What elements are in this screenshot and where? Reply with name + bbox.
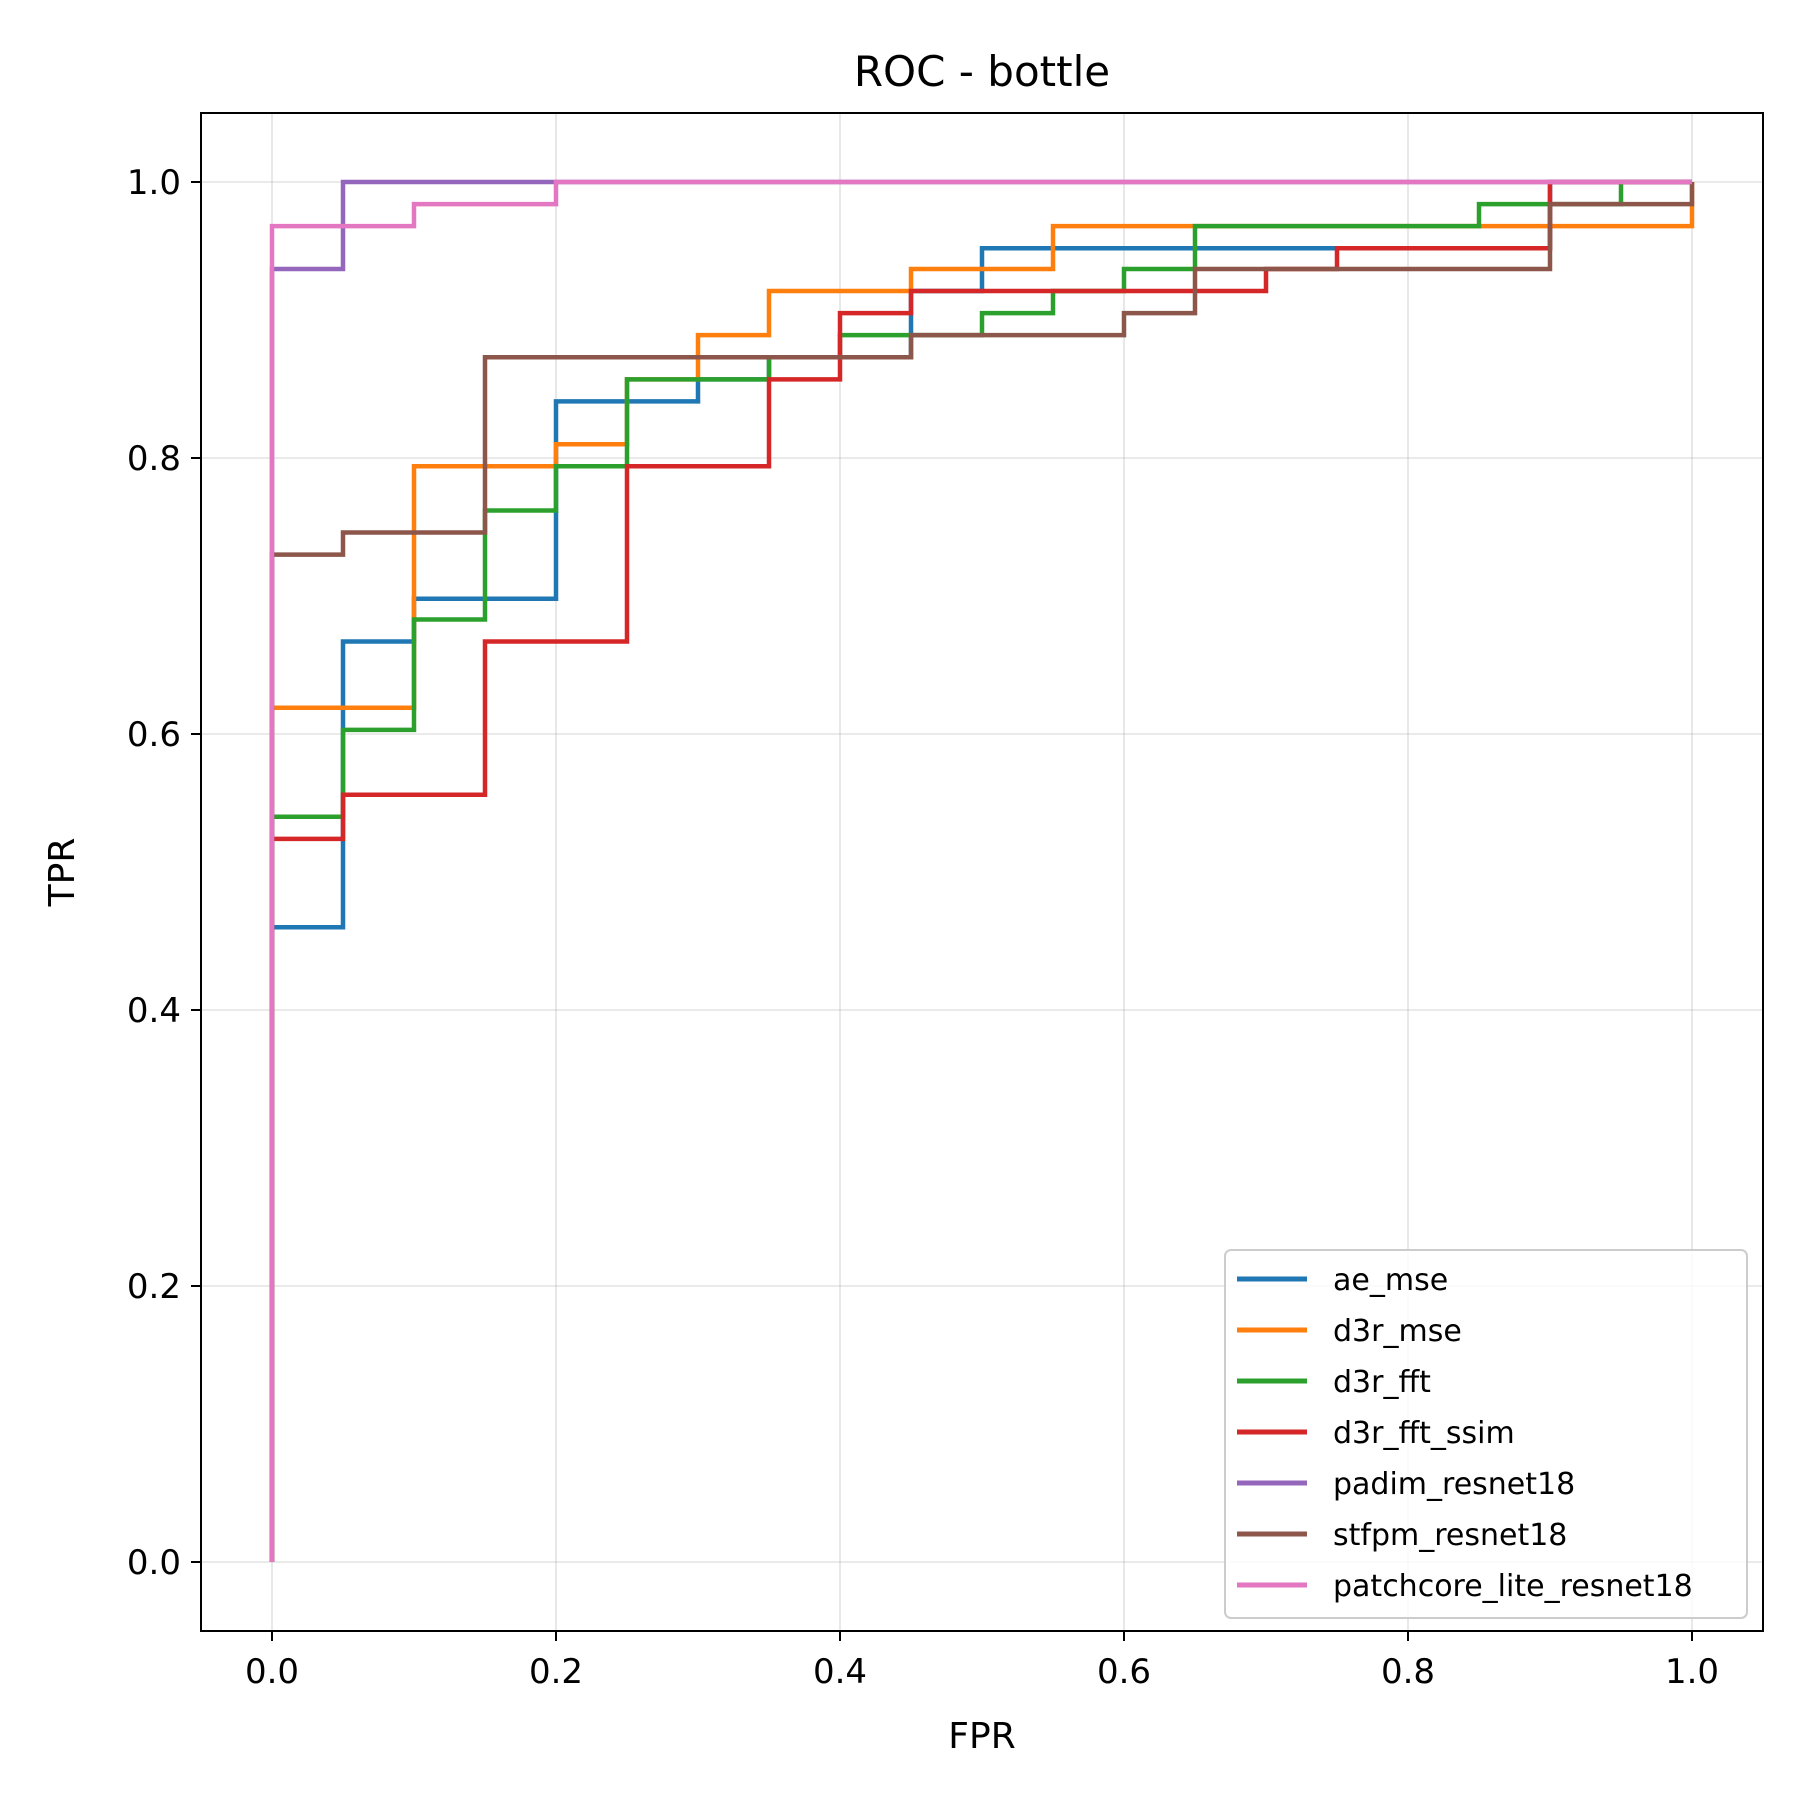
axes-frame — [200, 112, 1764, 1632]
legend-label: padim_resnet18 — [1333, 1467, 1575, 1502]
legend-label: patchcore_lite_resnet18 — [1333, 1569, 1693, 1604]
chart-title: ROC - bottle — [854, 47, 1110, 96]
x-tick-label: 1.0 — [1665, 1652, 1719, 1692]
x-tick-label: 0.4 — [813, 1652, 867, 1692]
y-tick-label: 0.2 — [127, 1267, 181, 1307]
legend: ae_mse d3r_mse d3r_fft d3r_fft_ssim padim_re… — [1224, 1249, 1748, 1619]
x-tick-label: 0.6 — [1097, 1652, 1151, 1692]
y-tick-label: 0.0 — [127, 1543, 181, 1583]
legend-label: d3r_mse — [1333, 1314, 1462, 1349]
y-tick-label: 0.8 — [127, 439, 181, 479]
series-line-d3r-fft-ssim — [269, 179, 1692, 1562]
y-tick-label: 1.0 — [127, 163, 181, 203]
legend-label: ae_mse — [1333, 1263, 1448, 1298]
legend-label: d3r_fft_ssim — [1333, 1416, 1515, 1451]
legend-label: stfpm_resnet18 — [1333, 1518, 1567, 1553]
x-tick-label: 0.8 — [1381, 1652, 1435, 1692]
x-axis-label: FPR — [948, 1716, 1015, 1757]
y-tick-label: 0.4 — [127, 991, 181, 1031]
series-line-d3r-mse — [269, 182, 1695, 1562]
x-tick-label: 0.0 — [245, 1652, 299, 1692]
legend-label: d3r_fft — [1333, 1365, 1431, 1400]
series-line-stfpm-resnet18 — [269, 182, 1695, 1562]
legend-frame — [1224, 1249, 1748, 1619]
series-lines — [269, 179, 1695, 1562]
y-tick-label: 0.6 — [127, 715, 181, 755]
y-axis-label: TPR — [42, 838, 83, 908]
x-tick-label: 0.2 — [529, 1652, 583, 1692]
series-line-patchcore-lite-resnet18 — [269, 179, 1692, 1562]
ticks: 0.0 0.2 0.4 0.6 0.8 1.0 0.0 0.2 0.4 0.6 0.8 1.0 — [127, 163, 1719, 1692]
